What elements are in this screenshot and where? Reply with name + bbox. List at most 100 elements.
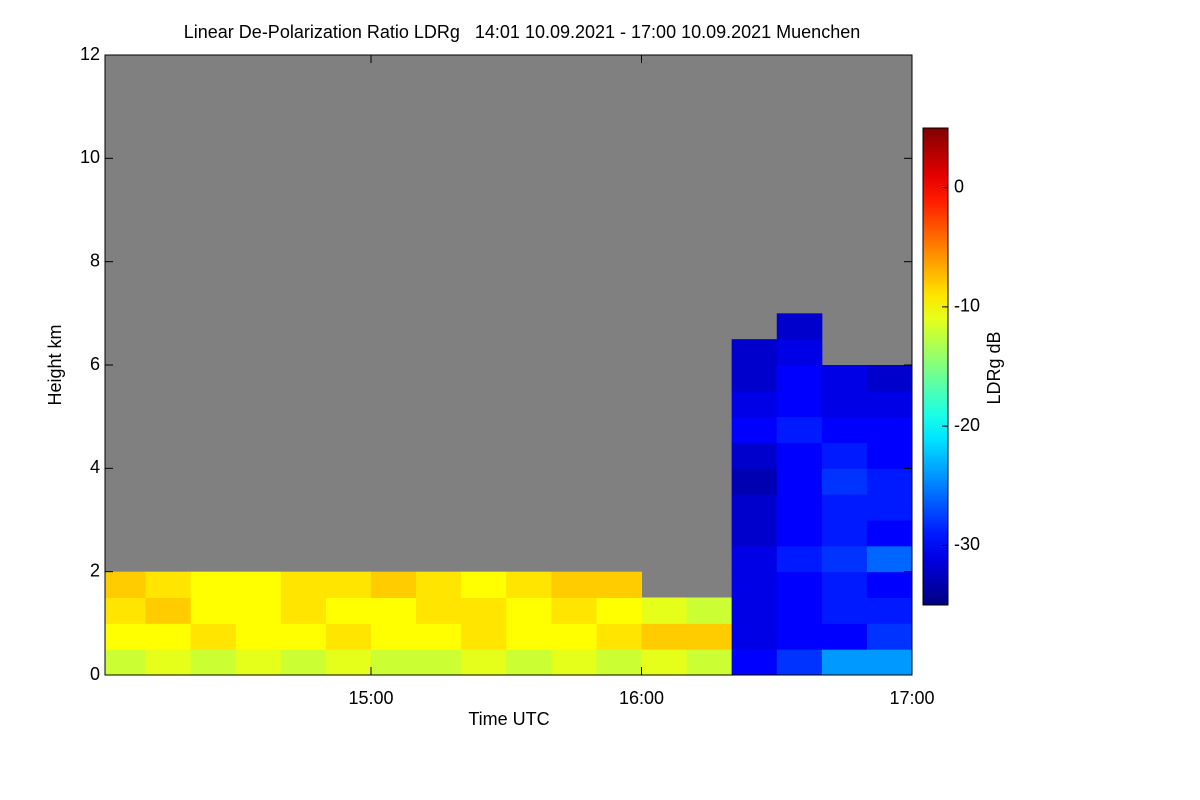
heatmap-cell	[596, 649, 642, 676]
heatmap-cell	[641, 623, 688, 650]
x-tick-label: 15:00	[348, 688, 393, 708]
heatmap-cell	[776, 520, 823, 547]
y-tick-label: 4	[90, 457, 100, 477]
heatmap-cell	[506, 571, 552, 598]
heatmap-cell	[641, 649, 688, 676]
heatmap-cell	[190, 597, 237, 624]
heatmap-cell	[731, 571, 778, 598]
heatmap-cell	[461, 571, 507, 598]
heatmap-cell	[821, 571, 868, 598]
heatmap-cell	[866, 649, 913, 676]
heatmap-cell	[235, 571, 282, 598]
heatmap-cell	[596, 571, 642, 598]
heatmap-cell	[776, 313, 823, 340]
heatmap-cell	[731, 649, 778, 676]
x-axis-label: Time UTC	[468, 709, 549, 729]
heatmap-cell	[776, 339, 823, 366]
heatmap-cell	[686, 623, 733, 650]
heatmap-cell	[776, 597, 823, 624]
heatmap-cell	[866, 390, 913, 418]
heatmap-cell	[776, 442, 823, 469]
heatmap-cell	[370, 623, 417, 650]
heatmap-cell	[235, 649, 282, 676]
heatmap-cell	[731, 545, 778, 573]
y-tick-label: 0	[90, 664, 100, 684]
heatmap-cell	[145, 623, 192, 650]
heatmap-cell	[596, 597, 642, 624]
heatmap-cell	[821, 649, 868, 676]
heatmap-cell	[821, 468, 868, 495]
heatmap-cell	[190, 649, 237, 676]
heatmap-cell	[866, 623, 913, 650]
heatmap-cell	[235, 597, 282, 624]
heatmap-cell	[731, 494, 778, 521]
heatmap-cell	[551, 649, 597, 676]
x-tick-label: 17:00	[889, 688, 934, 708]
y-axis-label: Height km	[45, 324, 65, 405]
heatmap-cell	[731, 520, 778, 547]
heatmap-cell	[731, 442, 778, 469]
heatmap-cell	[416, 571, 462, 598]
heatmap-cell	[821, 545, 868, 573]
heatmap-cell	[190, 623, 237, 650]
heatmap-cell	[866, 597, 913, 624]
y-tick-label: 10	[80, 147, 100, 167]
heatmap-cell	[821, 442, 868, 469]
heatmap-cell	[776, 545, 823, 573]
heatmap-cell	[105, 571, 147, 598]
heatmap-cell	[821, 597, 868, 624]
heatmap-cell	[325, 649, 372, 676]
colorbar-tick-label: -20	[954, 415, 980, 435]
heatmap-cell	[776, 468, 823, 495]
heatmap-cell	[866, 545, 913, 573]
heatmap-cell	[280, 571, 327, 598]
heatmap-cell	[686, 597, 733, 624]
y-tick-label: 8	[90, 250, 100, 270]
heatmap-cell	[325, 597, 372, 624]
heatmap-cell	[866, 365, 913, 392]
colorbar	[922, 127, 949, 606]
x-tick-label: 16:00	[619, 688, 664, 708]
heatmap-cell	[641, 597, 688, 624]
heatmap-cell	[866, 571, 913, 598]
heatmap-cell	[686, 649, 733, 676]
heatmap-cell	[370, 571, 417, 598]
colorbar-tick-label: -10	[954, 296, 980, 316]
heatmap-cell	[461, 597, 507, 624]
heatmap-cell	[776, 571, 823, 598]
heatmap-cell	[731, 390, 778, 418]
heatmap-cell	[776, 494, 823, 521]
colorbar-label: LDRg dB	[984, 331, 1004, 404]
colorbar-tick-label: -30	[954, 534, 980, 554]
heatmap-cell	[776, 365, 823, 392]
heatmap-cell	[776, 416, 823, 443]
heatmap-cell	[145, 571, 192, 598]
heatmap-cell	[461, 623, 507, 650]
heatmap-cell	[105, 649, 147, 676]
heatmap-cell	[776, 390, 823, 418]
y-tick-label: 2	[90, 560, 100, 580]
heatmap-cell	[731, 623, 778, 650]
heatmap-cell	[280, 649, 327, 676]
heatmap-cell	[821, 416, 868, 443]
heatmap-cell	[325, 623, 372, 650]
heatmap-cell	[866, 416, 913, 443]
heatmap-cell	[731, 339, 778, 366]
heatmap-cell	[821, 365, 868, 392]
heatmap-cell	[506, 597, 552, 624]
heatmap-cell	[731, 416, 778, 443]
heatmap-cell	[551, 571, 597, 598]
heatmap-cell	[461, 649, 507, 676]
heatmap-cell	[280, 597, 327, 624]
heatmap-cell	[105, 597, 147, 624]
heatmap-cell	[416, 623, 462, 650]
heatmap-cell	[370, 649, 417, 676]
heatmap-cell	[776, 623, 823, 650]
heatmap-cell	[105, 623, 147, 650]
heatmap-cell	[551, 623, 597, 650]
heatmap-cell	[145, 649, 192, 676]
heatmap-cell	[370, 597, 417, 624]
heatmap-cell	[731, 468, 778, 495]
heatmap-cell	[821, 520, 868, 547]
